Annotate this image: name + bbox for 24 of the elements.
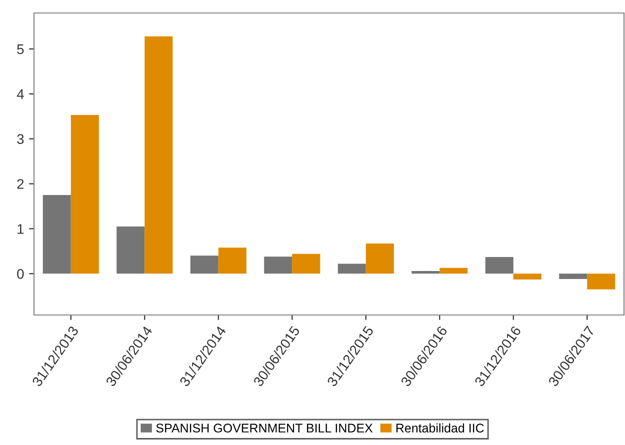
y-tick-label: 2 xyxy=(17,179,24,189)
bar xyxy=(292,254,320,274)
bar xyxy=(412,270,440,274)
y-tick-label: 3 xyxy=(17,134,24,144)
bar xyxy=(440,268,468,274)
legend-label: Rentabilidad IIC xyxy=(396,423,484,433)
bar xyxy=(338,264,366,274)
bar xyxy=(190,256,218,274)
y-tick-label: 1 xyxy=(18,224,24,234)
y-tick-label: 0 xyxy=(17,268,24,279)
bar xyxy=(144,36,173,274)
bar xyxy=(587,274,616,290)
bar xyxy=(366,244,394,274)
legend-label: SPANISH GOVERNMENT BILL INDEX xyxy=(156,424,373,433)
bar xyxy=(218,248,246,274)
bar xyxy=(559,274,588,280)
bar xyxy=(70,115,99,274)
y-tick-label: 4 xyxy=(16,89,24,99)
bar xyxy=(116,226,145,274)
y-tick-label: 5 xyxy=(17,44,24,54)
bar xyxy=(485,257,514,274)
bar xyxy=(42,195,71,274)
bar xyxy=(513,274,542,280)
bar xyxy=(264,256,292,274)
